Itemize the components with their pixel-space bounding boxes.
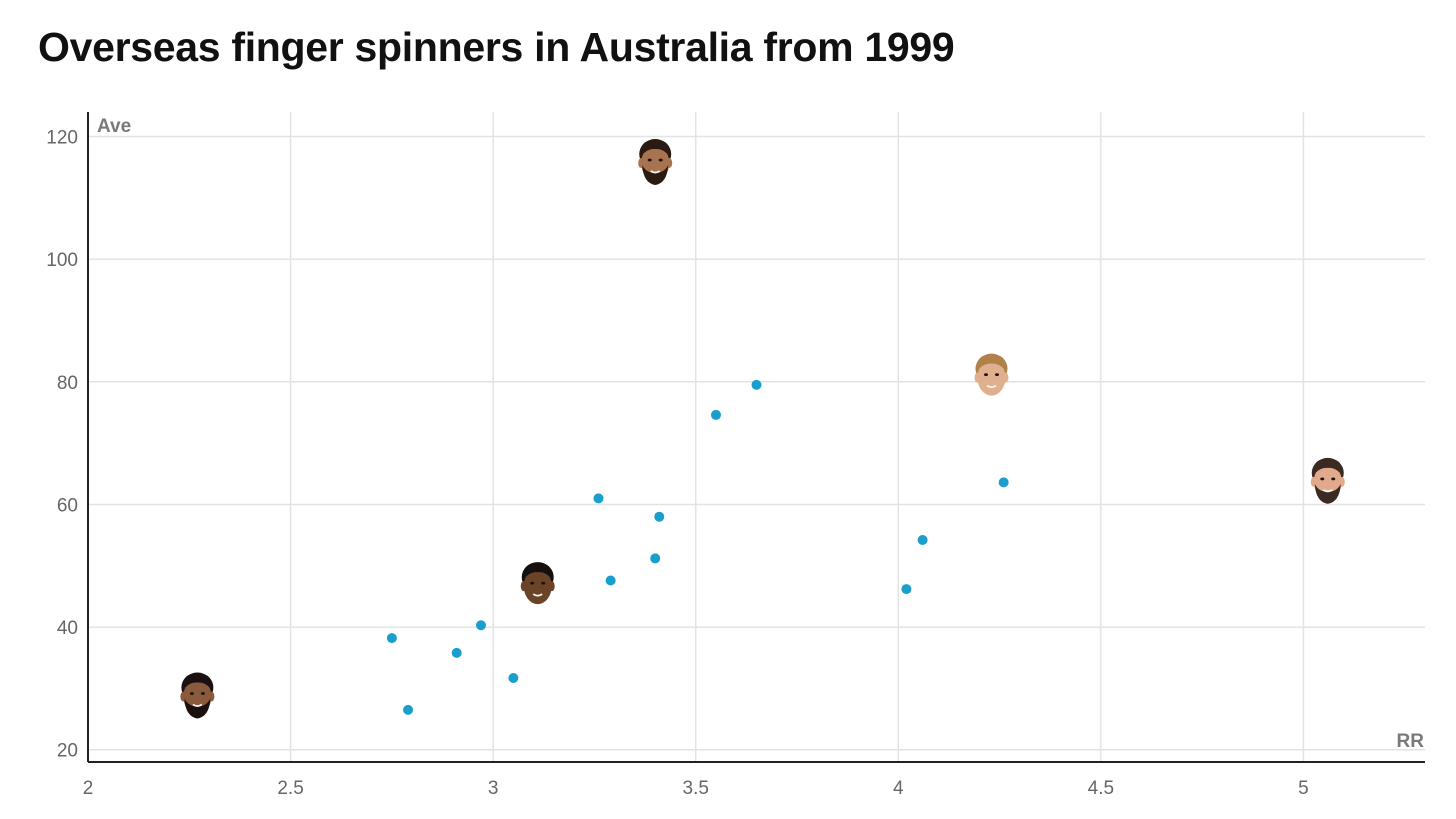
tick-labels: 20 40 60 80 100 120 2 2.5 3 3.5 4 4.5 5 <box>46 128 1308 799</box>
face-skin <box>523 568 552 605</box>
face-ear <box>1338 476 1345 487</box>
gridlines <box>87 112 1425 762</box>
face-eye <box>189 692 194 695</box>
player-face-icon <box>520 562 555 605</box>
data-point <box>654 511 665 522</box>
x-tick-label: 4 <box>893 778 904 799</box>
face-eye <box>1331 477 1336 481</box>
face-eye <box>658 158 663 162</box>
y-tick-label: 20 <box>57 741 78 762</box>
data-point <box>917 535 928 546</box>
y-tick-label: 40 <box>57 618 78 639</box>
face-beard <box>642 165 669 186</box>
face-ear <box>520 581 527 592</box>
face-eye <box>530 581 535 585</box>
data-point <box>386 633 397 644</box>
face-mouth <box>1322 489 1333 493</box>
data-point <box>751 379 762 390</box>
data-point <box>605 575 616 586</box>
face-hair-top <box>522 563 553 581</box>
face-ear <box>1002 372 1009 383</box>
face-mouth <box>986 384 997 389</box>
face-mouth <box>650 170 661 174</box>
face-beard <box>184 698 211 719</box>
x-tick-label: 2 <box>83 778 94 799</box>
data-point <box>451 647 462 658</box>
y-tick-label: 100 <box>46 250 78 271</box>
face-eye <box>647 158 652 162</box>
face-skin <box>977 359 1006 396</box>
face-hair-top <box>640 140 671 158</box>
face-ear <box>974 372 981 383</box>
face-ear <box>666 158 673 169</box>
data-point <box>508 672 519 683</box>
face-eye <box>983 373 988 377</box>
x-tick-label: 3.5 <box>683 778 709 799</box>
axes <box>87 112 1425 763</box>
face-eye <box>994 373 999 377</box>
face-eye <box>541 581 546 585</box>
y-tick-label: 80 <box>57 373 78 394</box>
x-tick-label: 2.5 <box>277 778 303 799</box>
x-tick-label: 4.5 <box>1088 778 1114 799</box>
data-point <box>901 584 912 595</box>
face-eye <box>1320 477 1325 481</box>
data-point <box>710 409 721 420</box>
face-ear <box>638 158 645 169</box>
face-beard <box>1314 483 1341 504</box>
data-point <box>403 704 414 715</box>
data-point <box>998 477 1009 488</box>
face-mouth <box>192 703 203 707</box>
player-face-icon <box>974 353 1009 396</box>
x-tick-label: 3 <box>488 778 499 799</box>
x-axis-label: RR <box>1397 731 1425 752</box>
face-hair-top <box>1312 458 1343 476</box>
face-ear <box>180 691 187 702</box>
player-face-icon <box>638 139 673 186</box>
y-axis-label: Ave <box>97 116 131 137</box>
face-ear <box>1310 476 1317 487</box>
y-tick-label: 120 <box>46 128 78 149</box>
player-face-icon <box>180 672 215 719</box>
face-hair-top <box>182 673 213 691</box>
face-ear <box>208 691 215 702</box>
face-eye <box>200 692 205 695</box>
data-point <box>475 620 486 631</box>
x-tick-label: 5 <box>1298 778 1309 799</box>
face-hair-top <box>976 354 1007 372</box>
face-mouth <box>532 593 543 597</box>
data-points <box>386 379 1009 715</box>
data-point <box>650 553 661 564</box>
player-markers <box>180 139 1345 719</box>
face-ear <box>548 581 555 592</box>
player-face-icon <box>1310 457 1345 504</box>
data-point <box>593 493 604 504</box>
chart-title: Overseas finger spinners in Australia fr… <box>38 24 955 70</box>
y-tick-label: 60 <box>57 495 78 516</box>
